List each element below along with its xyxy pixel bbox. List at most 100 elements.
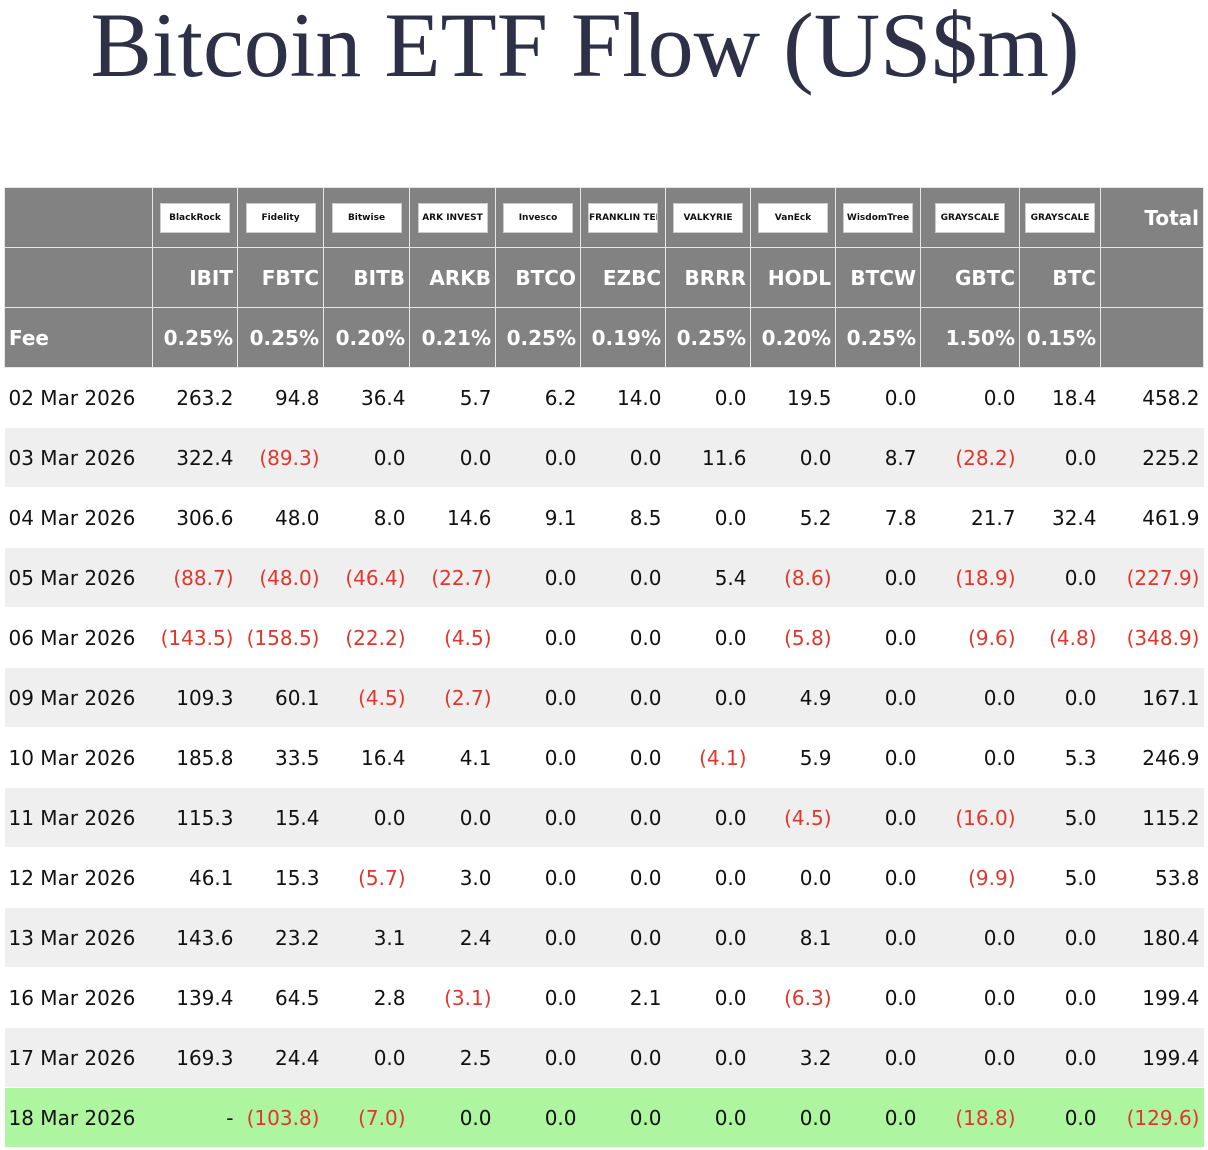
flow-cell: 0.0: [495, 727, 581, 788]
issuer-cell: GRAYSCALE: [920, 187, 1020, 248]
ticker-header: BTCO: [495, 247, 581, 308]
flow-cell: 18.4: [1019, 367, 1101, 428]
issuer-logo: BlackRock: [160, 202, 230, 233]
flow-cell: (9.9): [920, 847, 1020, 908]
flow-cell: 32.4: [1019, 487, 1101, 548]
flow-cell: 0.0: [750, 847, 836, 908]
issuer-logo: Invesco: [503, 202, 573, 233]
flow-cell: -: [152, 1087, 238, 1148]
flow-cell: 0.0: [1019, 547, 1101, 608]
flow-cell: 115.2: [1100, 787, 1204, 848]
corner-cell: [1100, 247, 1204, 308]
flow-cell: (28.2): [920, 427, 1020, 488]
ticker-header: BTC: [1019, 247, 1101, 308]
flow-cell: (158.5): [237, 607, 324, 668]
flow-cell: 225.2: [1100, 427, 1204, 488]
flow-cell: 0.0: [665, 667, 751, 728]
issuer-cell: Fidelity: [237, 187, 324, 248]
flow-cell: 11.6: [665, 427, 751, 488]
issuer-cell: ARK INVEST: [409, 187, 496, 248]
data-row: 02 Mar 2026 263.2 94.8 36.4 5.7 6.2 14.0 0.0 19.…: [4, 367, 1204, 428]
flow-cell: 5.4: [665, 547, 751, 608]
flow-cell: 322.4: [152, 427, 238, 488]
flow-cell: 0.0: [1019, 427, 1101, 488]
flow-cell: 3.1: [323, 907, 410, 968]
flow-cell: 0.0: [580, 847, 666, 908]
flow-cell: 0.0: [1019, 1027, 1101, 1088]
fee-row: Fee 0.25% 0.25% 0.20% 0.21% 0.25% 0.19% 0.25% 0.…: [4, 307, 1204, 368]
flow-cell: (5.7): [323, 847, 410, 908]
flow-cell: 199.4: [1100, 967, 1204, 1028]
flow-cell: 0.0: [920, 367, 1020, 428]
issuer-logo: WisdomTree: [843, 202, 913, 233]
flow-cell: 115.3: [152, 787, 238, 848]
flow-cell: (46.4): [323, 547, 410, 608]
issuer-cell: VALKYRIE: [665, 187, 751, 248]
flow-cell: 0.0: [835, 907, 921, 968]
issuer-cell: BlackRock: [152, 187, 238, 248]
flow-cell: 461.9: [1100, 487, 1204, 548]
fee-cell: 0.25%: [152, 307, 238, 368]
flow-cell: 0.0: [1019, 667, 1101, 728]
flow-cell: 8.1: [750, 907, 836, 968]
flow-cell: 0.0: [409, 787, 496, 848]
flow-cell: 0.0: [920, 1027, 1020, 1088]
flow-cell: 0.0: [665, 847, 751, 908]
flow-cell: 0.0: [495, 847, 581, 908]
flow-cell: (4.5): [750, 787, 836, 848]
flow-cell: (16.0): [920, 787, 1020, 848]
flow-cell: 0.0: [409, 1087, 496, 1148]
flow-cell: 14.0: [580, 367, 666, 428]
flow-cell: 0.0: [665, 1027, 751, 1088]
flow-cell: 5.0: [1019, 847, 1101, 908]
data-row: 10 Mar 2026 185.8 33.5 16.4 4.1 0.0 0.0 (4.1) 5.…: [4, 727, 1204, 788]
flow-cell: (129.6): [1100, 1087, 1204, 1148]
flow-cell: 0.0: [835, 547, 921, 608]
data-row: 12 Mar 2026 46.1 15.3 (5.7) 3.0 0.0 0.0 0.0 0.0 0…: [4, 847, 1204, 908]
flow-cell: 7.8: [835, 487, 921, 548]
ticker-header: GBTC: [920, 247, 1020, 308]
flow-cell: 60.1: [237, 667, 324, 728]
fee-cell: 0.25%: [495, 307, 581, 368]
date-cell: 11 Mar 2026: [4, 787, 153, 848]
data-row: 17 Mar 2026 169.3 24.4 0.0 2.5 0.0 0.0 0.0 3.2 0.…: [4, 1027, 1204, 1088]
date-cell: 05 Mar 2026: [4, 547, 153, 608]
data-row: 05 Mar 2026 (88.7) (48.0) (46.4) (22.7) 0.0 0.…: [4, 547, 1204, 608]
flow-cell: 169.3: [152, 1027, 238, 1088]
flow-cell: 0.0: [409, 427, 496, 488]
flow-cell: 94.8: [237, 367, 324, 428]
flow-cell: 0.0: [495, 1027, 581, 1088]
date-cell: 18 Mar 2026: [4, 1087, 153, 1148]
flow-cell: 0.0: [665, 907, 751, 968]
flow-cell: 109.3: [152, 667, 238, 728]
flow-cell: 2.4: [409, 907, 496, 968]
flow-cell: (4.8): [1019, 607, 1101, 668]
ticker-header: BITB: [323, 247, 410, 308]
flow-cell: 0.0: [580, 607, 666, 668]
ticker-header: FBTC: [237, 247, 324, 308]
table-head: BlackRock Fidelity Bitwise ARK INVEST Invesc…: [4, 187, 1204, 368]
flow-cell: 0.0: [835, 967, 921, 1028]
table-body: 02 Mar 2026 263.2 94.8 36.4 5.7 6.2 14.0 0.0 19.…: [4, 367, 1204, 1148]
flow-cell: 5.7: [409, 367, 496, 428]
data-row: 03 Mar 2026 322.4 (89.3) 0.0 0.0 0.0 0.0 11.6 0.…: [4, 427, 1204, 488]
ticker-header: BTCW: [835, 247, 921, 308]
issuer-logo: VALKYRIE: [673, 202, 743, 233]
data-row: 18 Mar 2026- (103.8) (7.0) 0.0 0.0 0.0 0.0 0.0 0…: [4, 1087, 1204, 1148]
issuer-logo: GRAYSCALE: [935, 202, 1005, 233]
date-cell: 12 Mar 2026: [4, 847, 153, 908]
issuer-cell: Invesco: [495, 187, 581, 248]
flow-cell: (8.6): [750, 547, 836, 608]
flow-cell: 0.0: [495, 667, 581, 728]
issuer-cell: VanEck: [750, 187, 836, 248]
flow-cell: (22.2): [323, 607, 410, 668]
flow-cell: 0.0: [495, 547, 581, 608]
issuer-row: BlackRock Fidelity Bitwise ARK INVEST Invesc…: [4, 187, 1204, 248]
corner-cell: [4, 187, 153, 248]
flow-cell: 0.0: [665, 367, 751, 428]
flow-cell: 199.4: [1100, 1027, 1204, 1088]
flow-cell: 167.1: [1100, 667, 1204, 728]
flow-cell: 4.9: [750, 667, 836, 728]
flow-cell: 306.6: [152, 487, 238, 548]
